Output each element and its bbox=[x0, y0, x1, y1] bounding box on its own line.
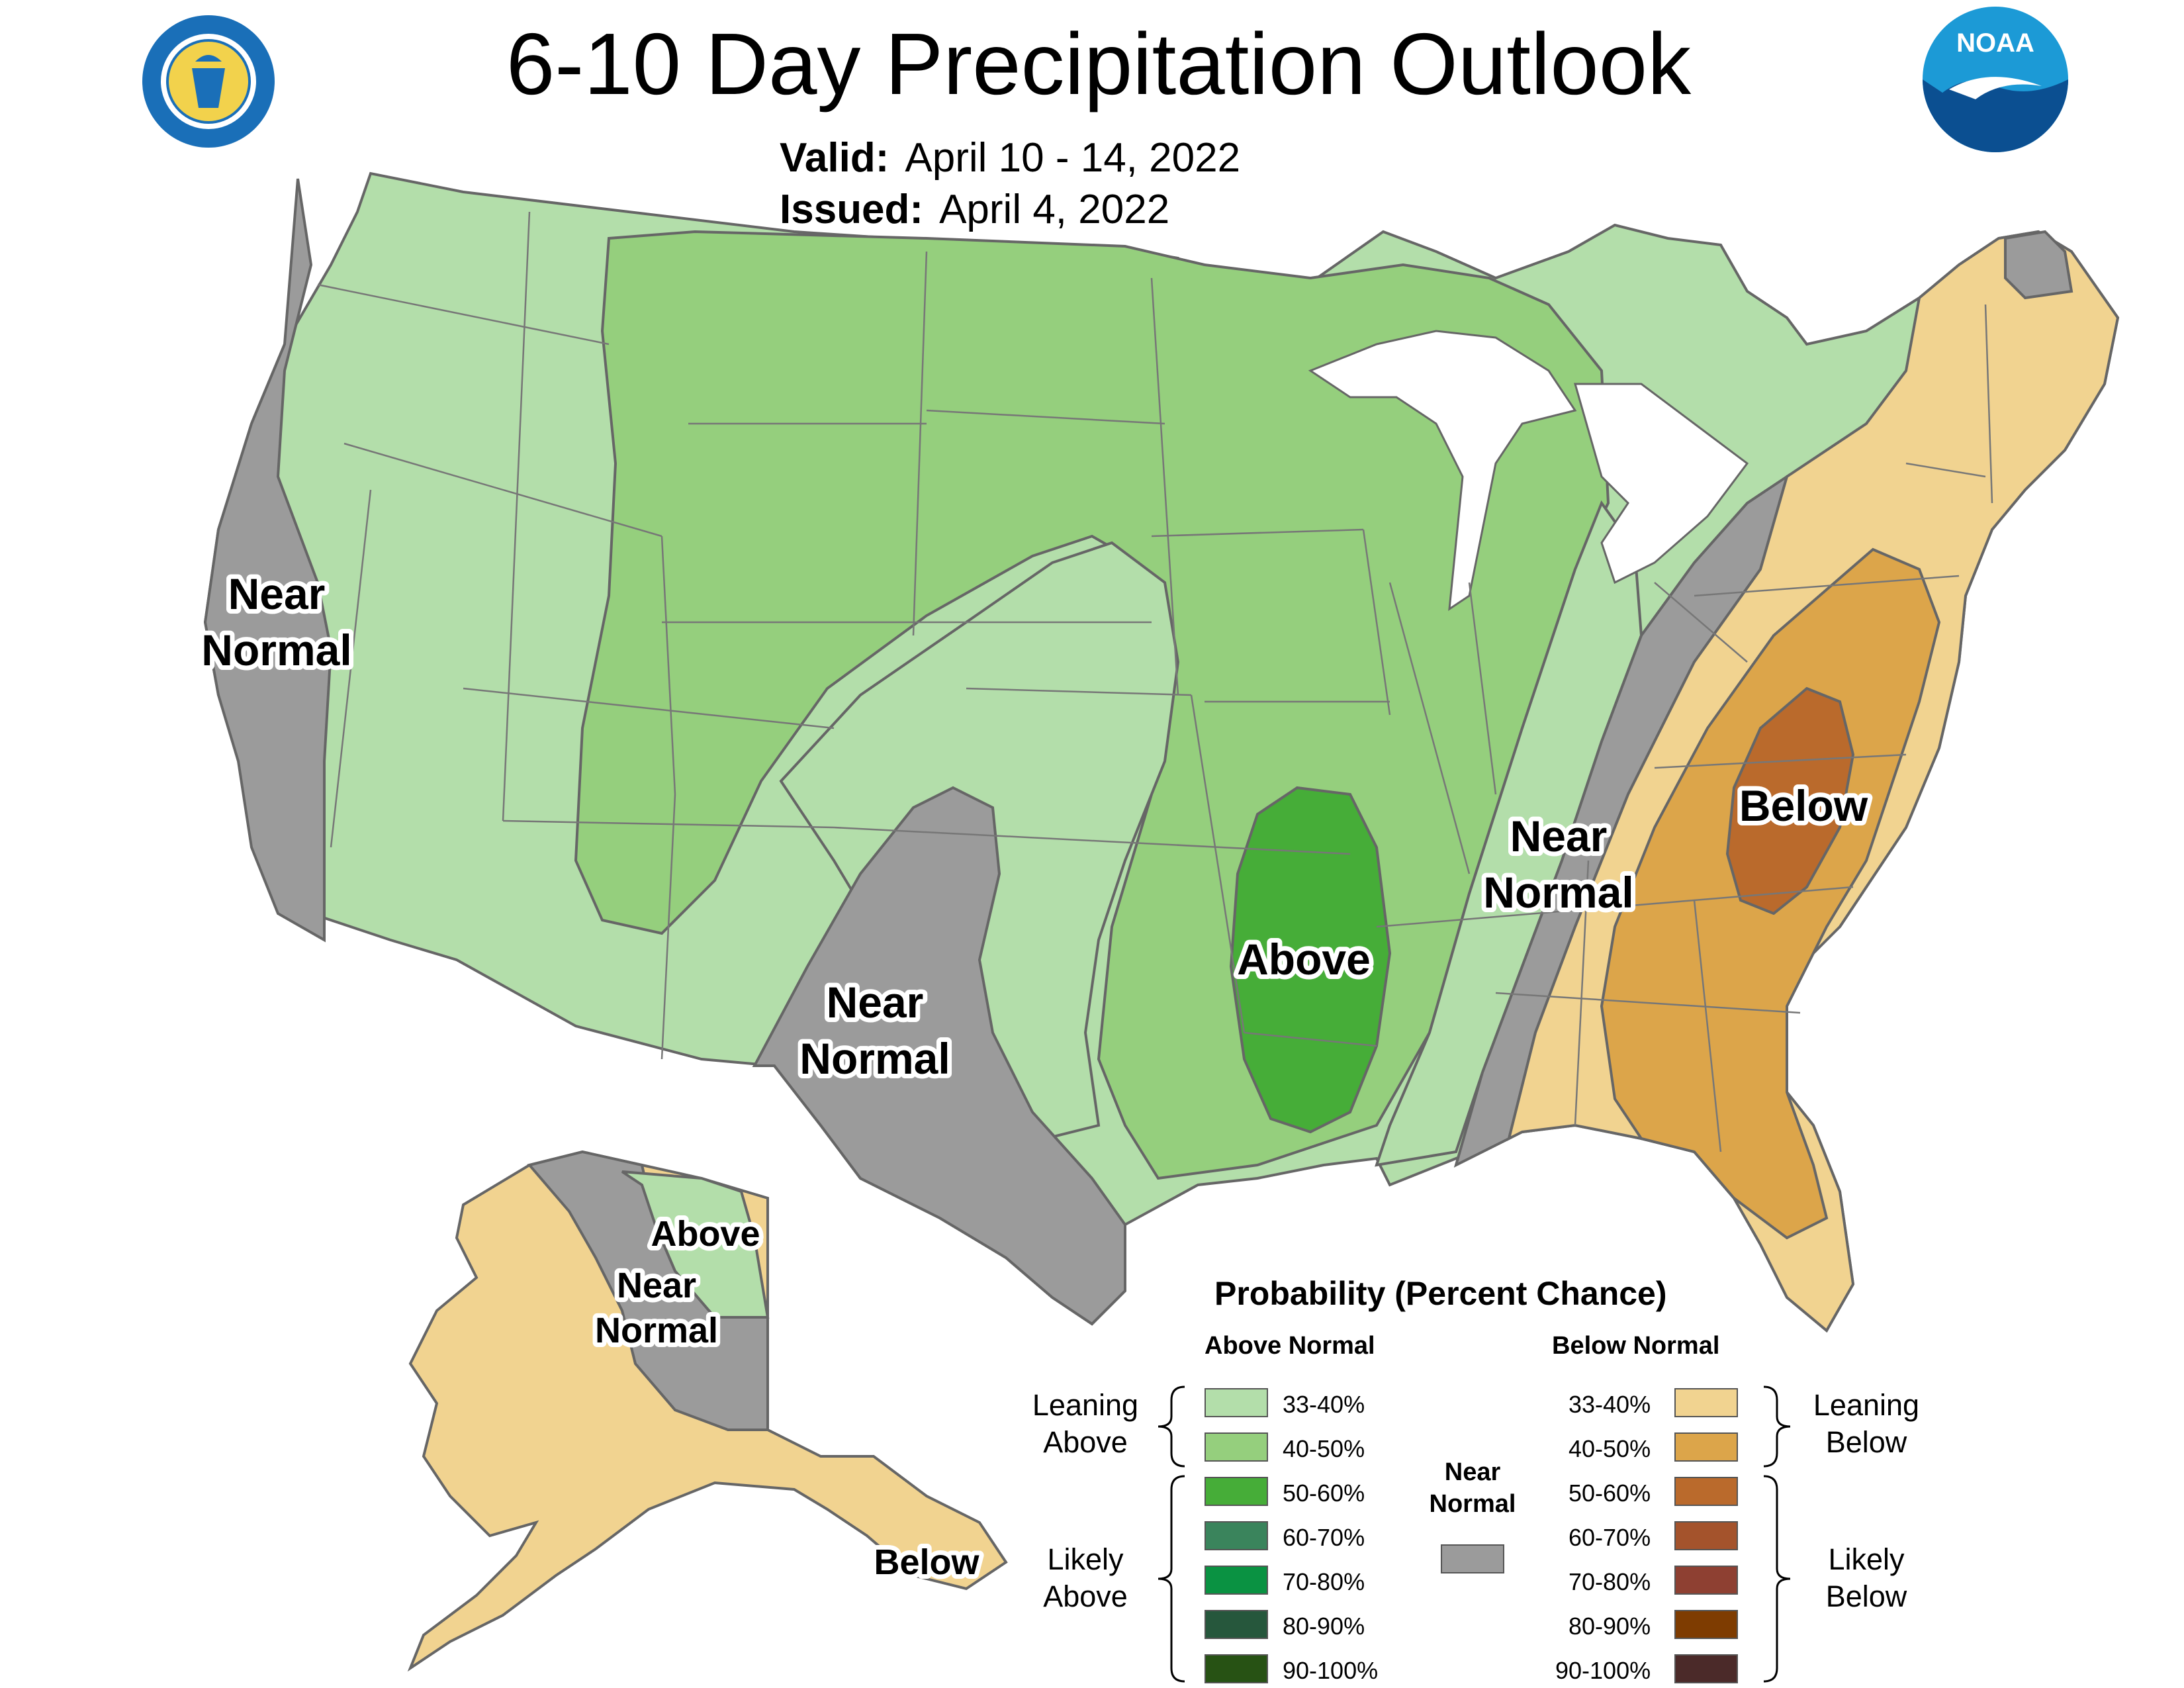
label-ak-near: Near bbox=[617, 1266, 696, 1305]
above-pct-label: 33-40% bbox=[1283, 1391, 1365, 1418]
leaning-above-line-1: Leaning bbox=[1032, 1388, 1139, 1422]
valid-line: Valid: April 10 - 14, 2022 bbox=[780, 134, 1240, 183]
swatch-above-50-60 bbox=[1205, 1477, 1268, 1506]
above-pct-label: 70-80% bbox=[1283, 1568, 1365, 1595]
valid-value: April 10 - 14, 2022 bbox=[905, 135, 1241, 181]
issued-line: Issued: April 4, 2022 bbox=[780, 185, 1169, 234]
likely-below-brace bbox=[1763, 1475, 1791, 1683]
near-normal-line-2: Normal bbox=[1429, 1490, 1516, 1518]
above-pct-label: 80-90% bbox=[1283, 1613, 1365, 1640]
leaning-below-brace bbox=[1763, 1385, 1791, 1468]
swatch-below-33-40 bbox=[1674, 1388, 1738, 1417]
valid-label: Valid: bbox=[780, 135, 889, 181]
near-normal-line-1: Near bbox=[1444, 1458, 1501, 1486]
swatch-below-70-80 bbox=[1674, 1566, 1738, 1595]
leaning-above-line-2: Above bbox=[1043, 1425, 1128, 1459]
leaning-above-label: Leaning Above bbox=[1013, 1387, 1158, 1461]
likely-below-line-2: Below bbox=[1825, 1579, 1907, 1613]
label-ak-below: Below bbox=[874, 1542, 979, 1582]
below-pct-label: 90-100% bbox=[1555, 1657, 1651, 1684]
below-pct-label: 70-80% bbox=[1569, 1568, 1651, 1595]
swatch-above-90-100 bbox=[1205, 1654, 1268, 1683]
legend-below-header: Below Normal bbox=[1552, 1332, 1720, 1360]
above-pct-label: 50-60% bbox=[1283, 1479, 1365, 1507]
issued-value: April 4, 2022 bbox=[939, 187, 1170, 232]
above-pct-label: 90-100% bbox=[1283, 1657, 1379, 1684]
above-pct-label: 60-70% bbox=[1283, 1524, 1365, 1551]
swatch-below-90-100 bbox=[1674, 1654, 1738, 1683]
likely-above-line-1: Likely bbox=[1047, 1542, 1124, 1576]
texas-near-normal-zone bbox=[752, 786, 1126, 1326]
commerce-seal-logo bbox=[142, 15, 275, 148]
issued-label: Issued: bbox=[780, 187, 924, 232]
above-pct-label: 40-50% bbox=[1283, 1435, 1365, 1462]
swatch-above-60-70 bbox=[1205, 1521, 1268, 1550]
likely-above-label: Likely Above bbox=[1013, 1541, 1158, 1615]
lake-huron-erie bbox=[1574, 383, 1749, 585]
label-above: Above bbox=[1237, 935, 1371, 984]
leaning-above-brace bbox=[1158, 1385, 1185, 1468]
swatch-below-40-50 bbox=[1674, 1432, 1738, 1462]
label-east-normal: Normal bbox=[1483, 868, 1633, 917]
label-texas-normal: Normal bbox=[799, 1034, 950, 1083]
alaska-above-zone bbox=[621, 1170, 770, 1319]
legend-above-header: Above Normal bbox=[1205, 1332, 1375, 1360]
swatch-above-70-80 bbox=[1205, 1566, 1268, 1595]
noaa-logo: NOAA bbox=[1923, 7, 2068, 152]
map-labels: Near Normal Near Normal Near Normal Abov… bbox=[197, 565, 1873, 1587]
noaa-logo-text: NOAA bbox=[1956, 28, 2034, 58]
likely-above-brace bbox=[1158, 1475, 1185, 1683]
legend-title: Probability (Percent Chance) bbox=[1214, 1275, 1667, 1312]
below-pct-label: 40-50% bbox=[1569, 1435, 1651, 1462]
swatch-below-60-70 bbox=[1674, 1521, 1738, 1550]
swatch-above-80-90 bbox=[1205, 1610, 1268, 1639]
state-lines bbox=[317, 211, 1993, 1152]
page-title: 6-10 Day Precipitation Outlook bbox=[506, 15, 1692, 113]
below-pct-label: 50-60% bbox=[1569, 1479, 1651, 1507]
likely-below-label: Likely Below bbox=[1794, 1541, 1939, 1615]
maine-near-normal-zone bbox=[2004, 230, 2073, 300]
label-below: Below bbox=[1739, 781, 1868, 830]
swatch-near-normal bbox=[1441, 1544, 1504, 1573]
likely-above-line-2: Above bbox=[1043, 1579, 1128, 1613]
leaning-below-line-2: Below bbox=[1825, 1425, 1907, 1459]
swatch-below-50-60 bbox=[1674, 1477, 1738, 1506]
label-east-near: Near bbox=[1510, 812, 1608, 861]
label-west-normal: Normal bbox=[201, 626, 351, 675]
great-lakes bbox=[1308, 330, 1577, 612]
likely-below-line-1: Likely bbox=[1828, 1542, 1905, 1576]
label-ak-normal: Normal bbox=[595, 1311, 718, 1350]
likely-above-zone bbox=[1229, 786, 1392, 1134]
label-ak-above: Above bbox=[651, 1214, 760, 1254]
label-texas-near: Near bbox=[827, 978, 924, 1027]
leaning-below-label: Leaning Below bbox=[1794, 1387, 1939, 1461]
label-west-near: Near bbox=[228, 569, 326, 618]
west-near-normal-zone bbox=[203, 178, 333, 943]
swatch-above-33-40 bbox=[1205, 1388, 1268, 1417]
swatch-above-40-50 bbox=[1205, 1432, 1268, 1462]
swatch-below-80-90 bbox=[1674, 1610, 1738, 1639]
likely-below-zone bbox=[1725, 686, 1855, 915]
leaning-below-line-1: Leaning bbox=[1813, 1388, 1920, 1422]
below-pct-label: 60-70% bbox=[1569, 1524, 1651, 1551]
legend-near-normal-label: Near Normal bbox=[1410, 1456, 1535, 1520]
below-pct-label: 80-90% bbox=[1569, 1613, 1651, 1640]
below-pct-label: 33-40% bbox=[1569, 1391, 1651, 1418]
